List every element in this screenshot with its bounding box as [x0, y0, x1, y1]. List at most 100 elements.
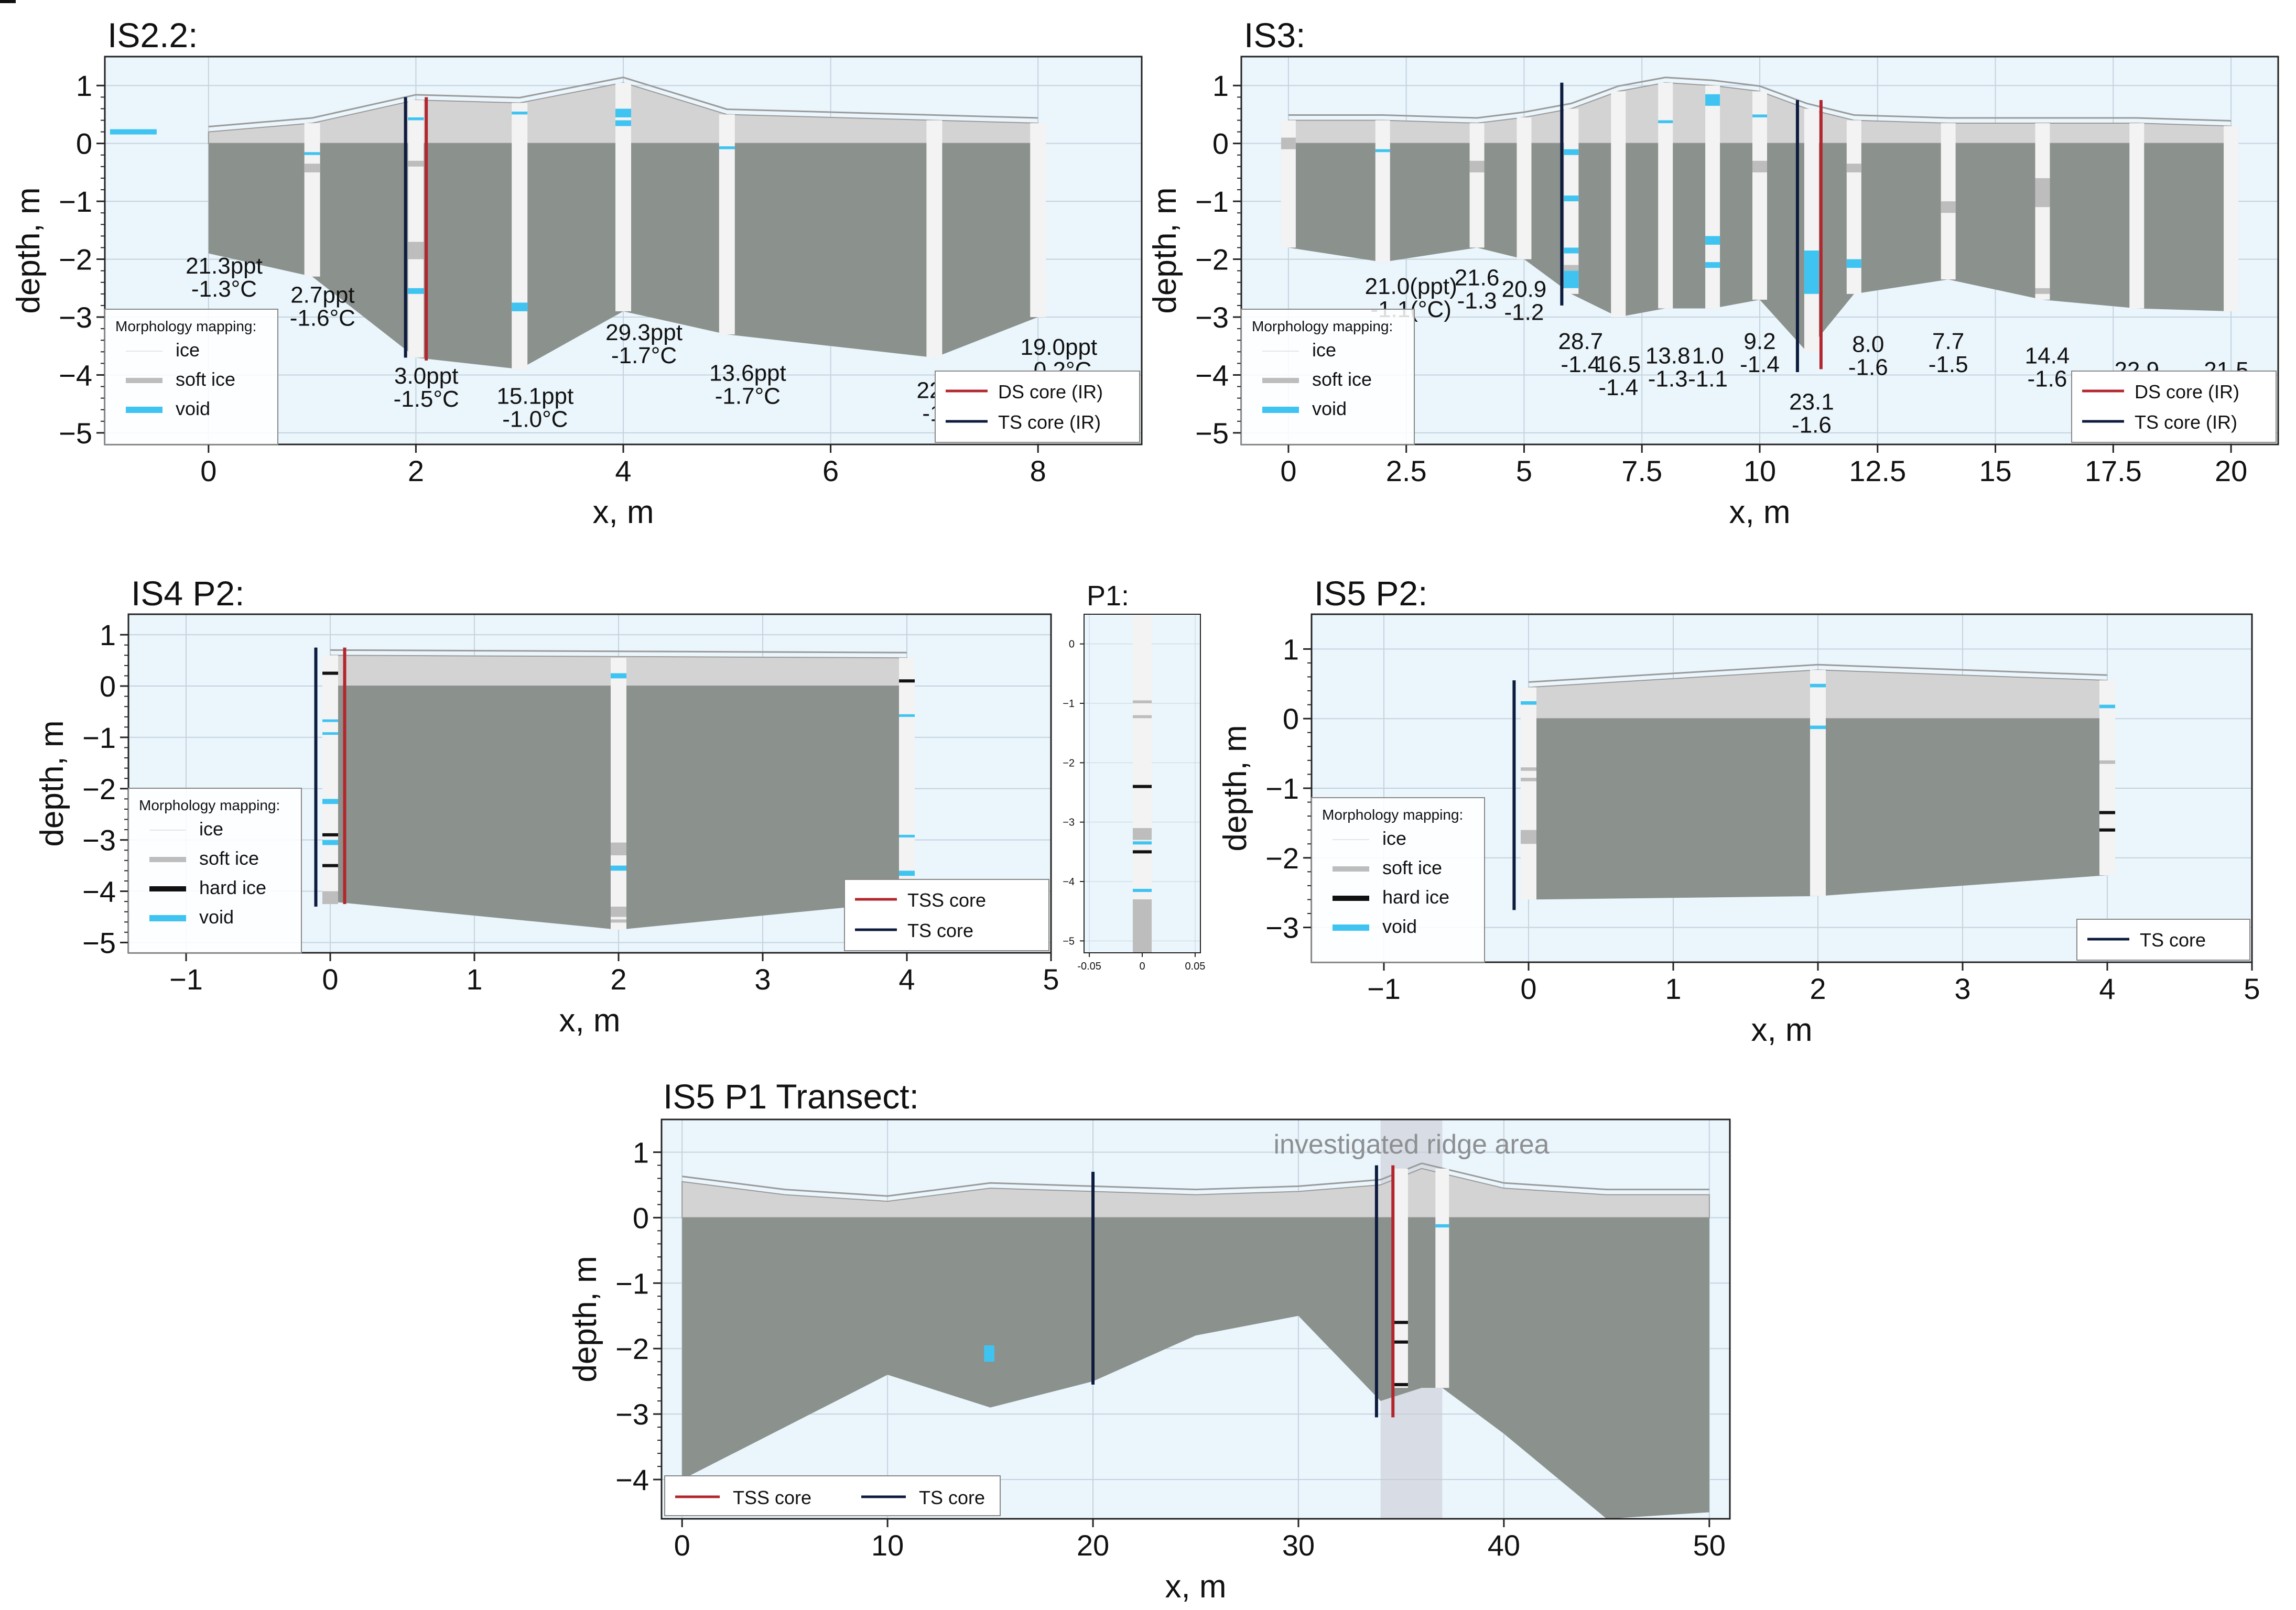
x-tick-label: 30: [1282, 1529, 1315, 1562]
legend-swatch: [1262, 378, 1299, 383]
y-tick-label: −2: [59, 243, 92, 276]
data-label: 15.1ppt: [496, 384, 573, 409]
y-axis-label: depth, m: [34, 720, 70, 846]
legend-item: ice: [176, 339, 200, 361]
legend-item: DS core (IR): [998, 381, 1103, 402]
soft-ice-segment: [408, 242, 424, 259]
soft-ice-segment: [1521, 767, 1536, 771]
core-column: [1752, 91, 1767, 300]
legend-swatch: [149, 915, 186, 921]
chart-panel-2: −1 0 1 2 3 4 5 1 0 −1 −2 −3 −4 −5 IS4 P2: x, m depth, m M…: [34, 574, 1059, 1039]
y-tick-label: −5: [82, 926, 116, 959]
core-column: [1611, 91, 1626, 318]
legend-title: Morphology mapping:: [1252, 318, 1393, 334]
x-tick-label: 0: [322, 963, 338, 996]
legend-item: hard ice: [1382, 886, 1449, 908]
legend-item: hard ice: [199, 877, 266, 898]
data-label: 28.7: [1558, 329, 1604, 354]
core-column: [1658, 82, 1673, 309]
y-tick-label: −3: [1265, 911, 1299, 944]
core-column: [1133, 614, 1152, 953]
legend-swatch: [1333, 866, 1369, 872]
legend-swatch: [1333, 896, 1369, 901]
data-label: -1.0°C: [502, 407, 568, 432]
region-label: investigated ridge area: [1273, 1129, 1549, 1160]
legend-item: DS core (IR): [2135, 381, 2239, 402]
y-tick-label: −3: [1195, 301, 1229, 334]
soft-ice-segment: [1846, 164, 1861, 172]
legend-swatch: [149, 886, 186, 891]
data-label: -1.7°C: [611, 343, 677, 368]
data-label: -1.4: [1561, 352, 1600, 377]
void-segment: [304, 152, 320, 155]
data-label: 23.1: [1789, 389, 1834, 415]
y-tick-label: −1: [82, 721, 116, 754]
data-label: -1.2: [1504, 299, 1544, 325]
panel-title: IS5 P1 Transect:: [663, 1077, 919, 1116]
y-tick-label: 0: [1069, 639, 1075, 650]
data-label: 21.6: [1455, 265, 1500, 290]
x-axis-label: x, m: [559, 1003, 620, 1039]
void-segment: [1375, 149, 1390, 153]
data-label: 19.0ppt: [1020, 334, 1097, 360]
x-tick-label: 5: [2244, 972, 2260, 1005]
void-segment: [1705, 94, 1720, 106]
core-column: [1030, 123, 1046, 318]
data-label: -1.6°C: [290, 305, 355, 331]
data-label: -1.5°C: [394, 386, 459, 412]
x-tick-label: 0: [674, 1529, 690, 1562]
x-tick-label: 5: [1516, 454, 1532, 487]
hard-ice-segment: [322, 864, 338, 867]
void-segment: [408, 288, 424, 294]
core-column: [1469, 123, 1485, 248]
morphology-legend: [1311, 797, 1485, 963]
core-column: [611, 658, 626, 930]
soft-ice-segment: [1521, 778, 1536, 781]
void-segment: [1658, 120, 1673, 124]
data-label: 16.5: [1596, 352, 1641, 377]
void-segment: [322, 719, 338, 722]
y-tick-label: 0: [1283, 702, 1299, 735]
soft-ice-segment: [2035, 178, 2050, 208]
hard-ice-segment: [1394, 1340, 1408, 1344]
void-segment: [1810, 683, 1826, 688]
x-tick-label: 50: [1693, 1529, 1726, 1562]
soft-ice-segment: [2099, 760, 2115, 764]
hard-ice-segment: [1133, 850, 1152, 854]
data-label: 8.0: [1852, 331, 1884, 357]
y-axis-label: depth, m: [1147, 187, 1183, 313]
core-column: [2224, 126, 2239, 311]
data-label: 21.0(ppt): [1365, 274, 1457, 299]
legend-item: void: [1312, 398, 1347, 419]
y-tick-label: −4: [82, 875, 116, 908]
x-axis-label: x, m: [1729, 494, 1790, 530]
soft-ice-segment: [611, 906, 626, 917]
y-tick-label: −1: [1265, 772, 1299, 805]
void-segment: [615, 108, 631, 117]
data-label: -1.6: [1848, 354, 1888, 380]
soft-ice-segment: [304, 164, 320, 172]
x-tick-label: 20: [1077, 1529, 1109, 1562]
void-segment: [1133, 889, 1152, 892]
chart-panel-1: 21.0(ppt)-1.1(°C)21.6-1.320.9-1.228.7-1.…: [1147, 16, 2279, 530]
x-tick-label: 10: [1743, 454, 1776, 487]
soft-ice-segment: [2035, 288, 2050, 294]
void-segment: [2099, 704, 2115, 709]
soft-ice-segment: [611, 919, 626, 923]
y-tick-label: −5: [1063, 935, 1075, 947]
y-tick-label: 0: [76, 127, 92, 160]
void-segment: [1564, 195, 1579, 202]
void-segment: [984, 1345, 994, 1362]
soft-ice-segment: [1133, 828, 1152, 840]
y-tick-label: −1: [1195, 185, 1229, 218]
void-segment: [408, 117, 424, 121]
legend-item: void: [176, 398, 210, 419]
core-column: [1375, 120, 1390, 263]
soft-ice-segment: [1752, 160, 1767, 172]
legend-item: soft ice: [176, 368, 235, 390]
x-axis-label: x, m: [1751, 1012, 1812, 1048]
y-tick-label: −2: [1195, 243, 1229, 276]
void-segment: [1752, 114, 1767, 117]
data-label: 3.0ppt: [394, 363, 458, 389]
morphology-legend: [1241, 309, 1415, 445]
